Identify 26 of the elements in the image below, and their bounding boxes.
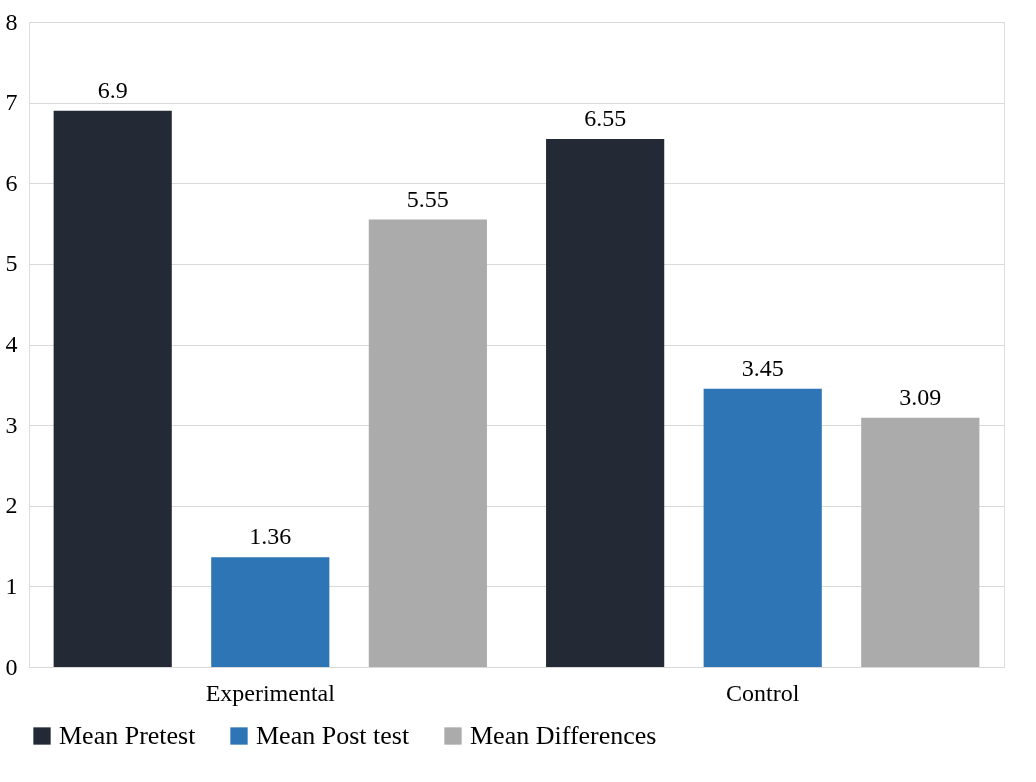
data-label: 6.9 — [97, 76, 128, 103]
legend-label: Mean Differences — [470, 721, 657, 750]
y-tick-label: 2 — [5, 492, 18, 519]
y-tick-label: 1 — [5, 572, 18, 599]
y-tick-label: 4 — [5, 331, 18, 357]
y-tick-label: 0 — [5, 653, 18, 680]
bar — [703, 388, 822, 667]
legend-label: Mean Post test — [256, 721, 410, 750]
data-label: 3.45 — [741, 354, 784, 381]
bar — [211, 557, 330, 667]
bar — [53, 110, 172, 667]
data-label: 3.09 — [899, 383, 942, 410]
y-tick-label: 8 — [5, 8, 18, 35]
x-tick-label: Control — [726, 679, 800, 706]
bar — [368, 219, 487, 667]
bar — [861, 417, 980, 667]
data-label: 6.55 — [584, 104, 627, 131]
legend-label: Mean Pretest — [59, 721, 197, 750]
x-tick-label: Experimental — [205, 679, 336, 706]
data-label: 5.55 — [406, 185, 449, 212]
y-tick-label: 5 — [5, 250, 18, 277]
y-tick-label: 7 — [5, 89, 18, 116]
data-label: 1.36 — [249, 523, 292, 550]
y-tick-label: 3 — [5, 411, 18, 438]
y-tick-label: 6 — [5, 169, 18, 196]
bar — [546, 138, 665, 667]
